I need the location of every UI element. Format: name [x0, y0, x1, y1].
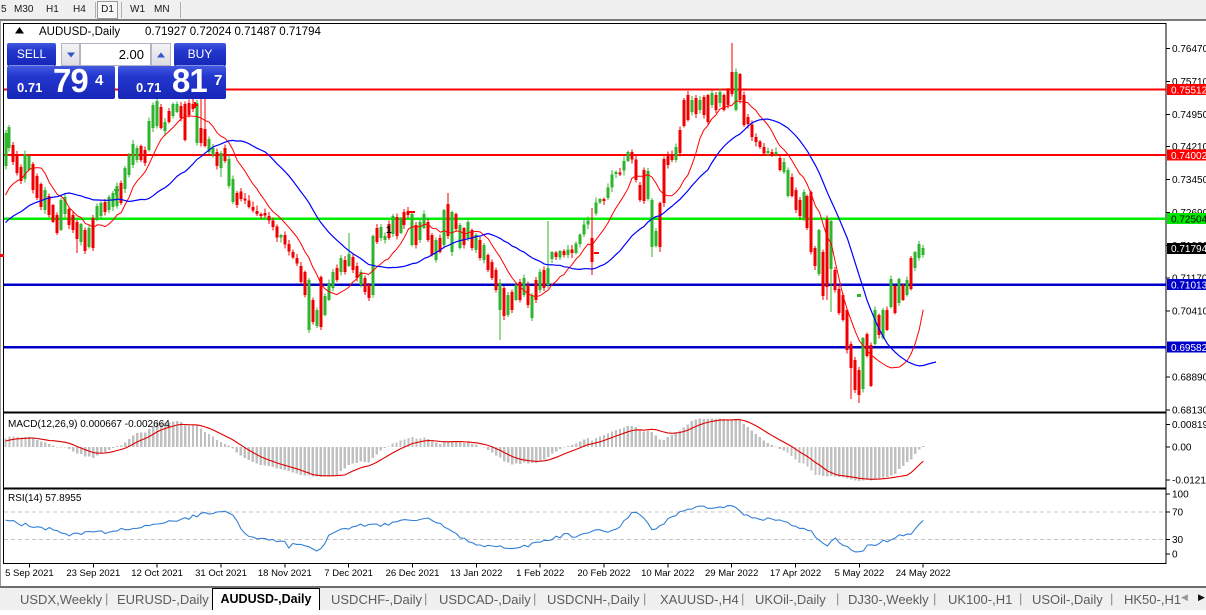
svg-text:23 Sep 2021: 23 Sep 2021	[66, 568, 120, 579]
svg-text:12 Oct 2021: 12 Oct 2021	[131, 568, 183, 579]
svg-text:0.71927 0.72024 0.71487 0.7179: 0.71927 0.72024 0.71487 0.71794	[145, 26, 321, 38]
svg-text:AUDUSD-,Daily: AUDUSD-,Daily	[39, 26, 120, 38]
svg-text:0.68890: 0.68890	[1172, 373, 1206, 384]
svg-text:0.74002: 0.74002	[1171, 151, 1206, 162]
svg-text:1 Feb 2022: 1 Feb 2022	[516, 568, 564, 579]
svg-text:MACD(12,26,9) 0.000667 -0.0026: MACD(12,26,9) 0.000667 -0.002664	[8, 419, 170, 430]
svg-text:29 Mar 2022: 29 Mar 2022	[705, 568, 758, 579]
svg-text:5 May 2022: 5 May 2022	[835, 568, 885, 579]
svg-text:24 May 2022: 24 May 2022	[896, 568, 951, 579]
svg-text:100: 100	[1172, 490, 1189, 501]
svg-text:31 Oct 2021: 31 Oct 2021	[195, 568, 247, 579]
svg-text:0: 0	[1172, 550, 1178, 561]
svg-text:0.72504: 0.72504	[1171, 215, 1206, 226]
svg-text:0.75710: 0.75710	[1172, 77, 1206, 88]
svg-text:70: 70	[1172, 508, 1184, 519]
svg-text:0.73450: 0.73450	[1172, 175, 1206, 186]
svg-text:0.71013: 0.71013	[1171, 281, 1206, 292]
svg-text:18 Nov 2021: 18 Nov 2021	[258, 568, 312, 579]
svg-text:20 Feb 2022: 20 Feb 2022	[577, 568, 630, 579]
svg-text:RSI(14) 57.8955: RSI(14) 57.8955	[8, 493, 82, 504]
svg-text:0.00: 0.00	[1172, 443, 1192, 454]
svg-text:5 Sep 2021: 5 Sep 2021	[5, 568, 54, 579]
svg-text:13 Jan 2022: 13 Jan 2022	[450, 568, 502, 579]
svg-text:0.76470: 0.76470	[1172, 44, 1206, 55]
svg-text:0.68130: 0.68130	[1172, 406, 1206, 417]
svg-text:30: 30	[1172, 535, 1184, 546]
svg-text:0.71794: 0.71794	[1171, 244, 1206, 255]
svg-text:17 Apr 2022: 17 Apr 2022	[770, 568, 821, 579]
svg-text:-0.01212: -0.01212	[1172, 476, 1206, 487]
svg-text:1: 1	[386, 225, 392, 236]
svg-text:0.69582: 0.69582	[1171, 343, 1206, 354]
svg-text:0.75512: 0.75512	[1171, 85, 1206, 96]
svg-text:0.008197: 0.008197	[1172, 420, 1206, 431]
svg-text:0.70410: 0.70410	[1172, 307, 1206, 318]
svg-text:10 Mar 2022: 10 Mar 2022	[641, 568, 694, 579]
svg-text:0.74950: 0.74950	[1172, 110, 1206, 121]
svg-text:0.74210: 0.74210	[1172, 142, 1206, 153]
svg-text:7 Dec 2021: 7 Dec 2021	[324, 568, 373, 579]
svg-text:26 Dec 2021: 26 Dec 2021	[386, 568, 440, 579]
